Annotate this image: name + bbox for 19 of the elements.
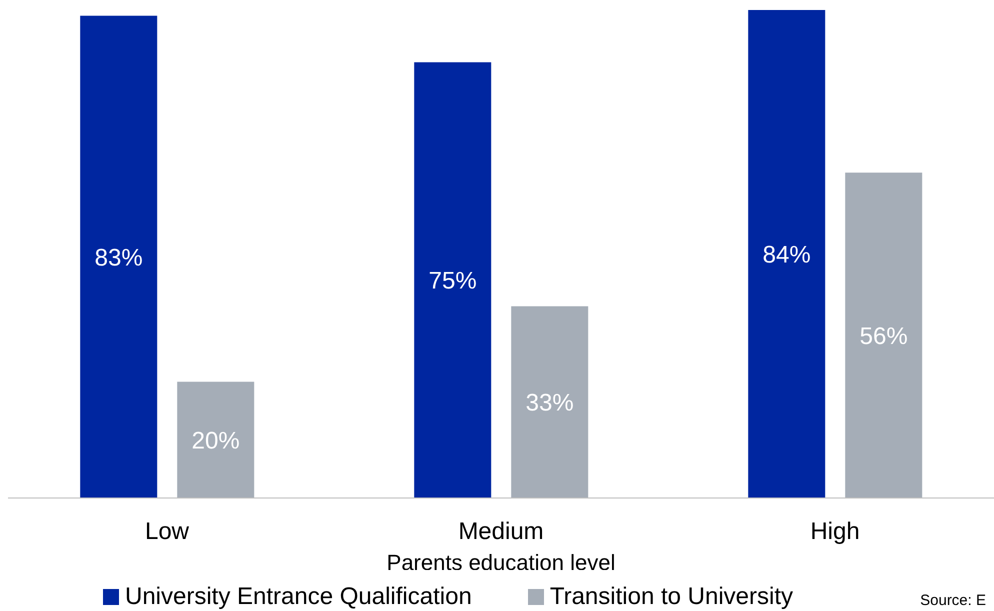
- x-axis-title: Parents education level: [386, 550, 616, 575]
- source-note: Source: E: [920, 592, 986, 609]
- x-tick-label: Medium: [458, 518, 544, 546]
- bar: [80, 16, 158, 498]
- data-label: 84%: [762, 242, 811, 269]
- data-label: 83%: [94, 244, 143, 272]
- bar: [748, 10, 826, 498]
- x-tick-label: High: [810, 518, 860, 546]
- data-label: 20%: [192, 427, 240, 454]
- bar: [511, 306, 588, 498]
- legend-label: Transition to University: [548, 583, 793, 611]
- bar: [177, 382, 254, 498]
- bar: [414, 62, 492, 498]
- data-label: 75%: [428, 268, 477, 295]
- data-label: 33%: [526, 390, 574, 417]
- bar: [845, 172, 922, 498]
- x-tick-label: Low: [144, 518, 190, 546]
- legend-label: University Entrance Qualification: [124, 583, 472, 611]
- data-label: 56%: [860, 322, 908, 350]
